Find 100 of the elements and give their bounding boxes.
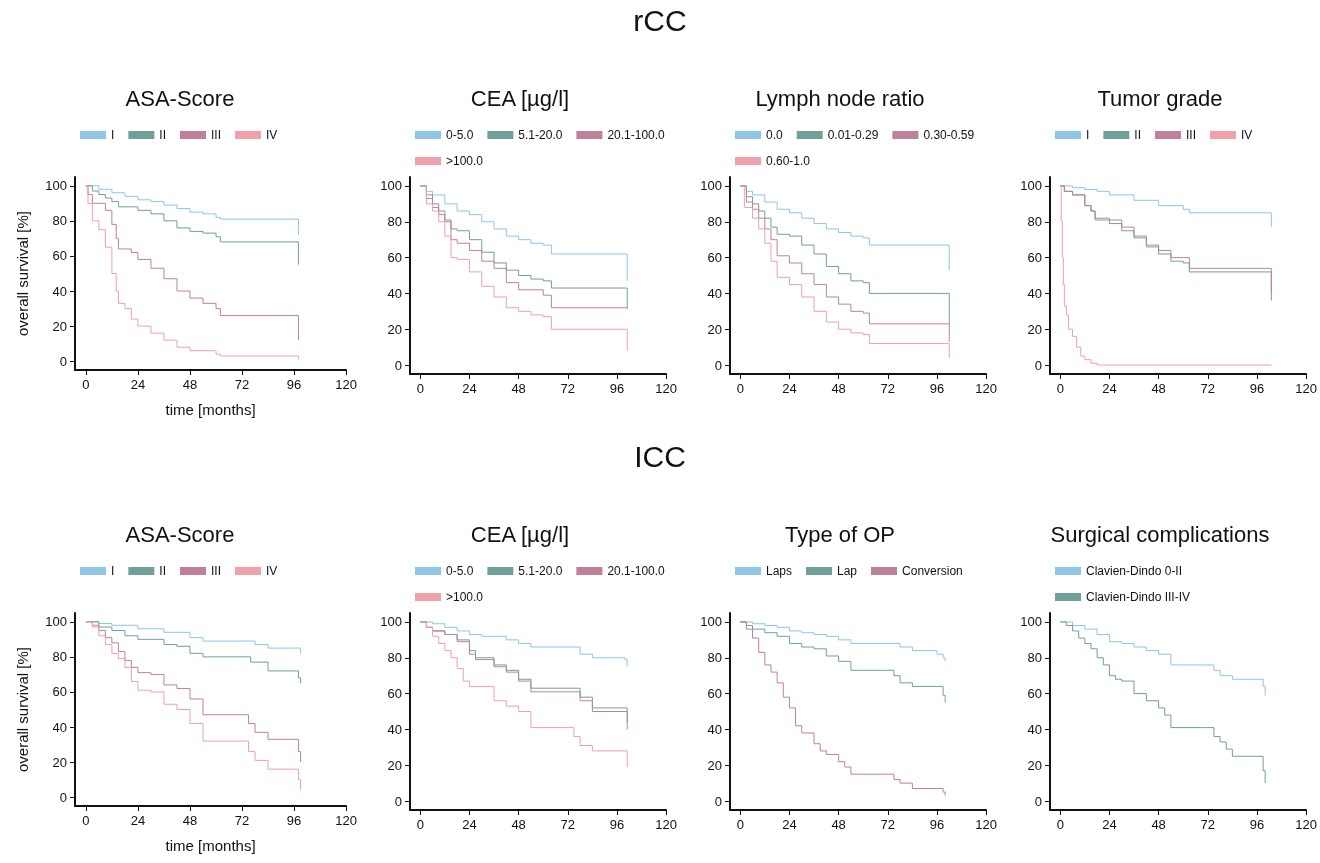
y-axis-title: overall survival [%]: [14, 646, 31, 773]
x-tick-label: 0: [416, 817, 424, 832]
y-tick-label: 80: [387, 214, 402, 230]
y-tick-label: 60: [52, 248, 67, 264]
y-tick-label: 40: [52, 719, 67, 735]
x-tick-label: 120: [335, 813, 358, 828]
x-tick-label: 48: [831, 817, 846, 832]
legend-label: Lap: [837, 564, 858, 578]
chart-title: Surgical complications: [1050, 521, 1270, 547]
y-tick-label: 0: [59, 353, 67, 369]
y-tick-label: 80: [52, 649, 67, 665]
x-tick-label: 72: [234, 377, 250, 392]
x-axis-title: time [months]: [165, 401, 256, 418]
y-tick-label: 100: [1020, 614, 1042, 630]
y-tick-label: 40: [387, 721, 402, 737]
x-tick-label: 48: [511, 381, 526, 396]
x-tick-label: 72: [1200, 817, 1216, 832]
x-axis-title: time [months]: [165, 837, 256, 854]
y-tick-label: 100: [700, 614, 722, 630]
text: ICC: [633, 440, 687, 474]
y-tick-label: 60: [387, 686, 402, 702]
x-tick-label: 0: [1056, 817, 1064, 832]
chart-title: CEA [µg/l]: [470, 85, 570, 111]
y-tick-label: 60: [1027, 686, 1042, 702]
legend-label: I: [111, 564, 115, 578]
x-tick-label: 96: [929, 381, 945, 396]
x-tick-label: 48: [182, 377, 198, 392]
legend-label: III: [211, 128, 222, 142]
y-tick-label: 60: [707, 686, 722, 702]
x-tick-label: 120: [655, 817, 678, 832]
legend-label: II: [159, 128, 167, 142]
y-tick-label: 100: [380, 614, 402, 630]
x-tick-label: 24: [1102, 381, 1117, 396]
legend-label: II: [1134, 128, 1142, 142]
y-tick-label: 0: [714, 357, 722, 373]
x-tick-label: 96: [286, 377, 302, 392]
x-tick-label: 120: [975, 381, 998, 396]
x-tick-label: 120: [975, 817, 998, 832]
y-tick-label: 20: [52, 754, 67, 770]
x-tick-label: 24: [1102, 817, 1117, 832]
x-tick-label: 48: [182, 813, 198, 828]
chart-title: Type of OP: [784, 521, 896, 547]
legend-label: III: [1186, 128, 1197, 142]
chart-title: ASA-Score: [125, 521, 235, 547]
y-tick-label: 0: [1034, 793, 1042, 809]
legend-label: 0.60-1.0: [766, 154, 811, 168]
y-tick-label: 40: [387, 285, 402, 301]
x-tick-label: 0: [82, 813, 90, 828]
x-tick-label: 120: [655, 381, 678, 396]
chart-title: ASA-Score: [125, 85, 235, 111]
x-tick-label: 72: [880, 817, 896, 832]
x-tick-label: 24: [462, 381, 477, 396]
x-tick-label: 24: [130, 377, 146, 392]
y-tick-label: 100: [1020, 178, 1042, 194]
y-tick-label: 0: [394, 793, 402, 809]
x-tick-label: 0: [736, 381, 744, 396]
y-tick-label: 100: [45, 178, 67, 194]
x-tick-label: 48: [1151, 381, 1166, 396]
x-tick-label: 72: [880, 381, 896, 396]
y-tick-label: 80: [707, 214, 722, 230]
x-tick-label: 24: [130, 813, 146, 828]
x-tick-label: 96: [286, 813, 302, 828]
legend-label: Laps: [766, 564, 793, 578]
legend-label: 5.1-20.0: [518, 564, 563, 578]
y-tick-label: 20: [52, 318, 67, 334]
x-tick-label: 72: [560, 381, 576, 396]
x-tick-label: 24: [782, 817, 797, 832]
y-tick-label: 100: [380, 178, 402, 194]
chart-title: Lymph node ratio: [755, 85, 925, 111]
legend-label: IV: [266, 564, 278, 578]
y-tick-label: 40: [1027, 721, 1042, 737]
x-tick-label: 48: [831, 381, 846, 396]
chart-title: CEA [µg/l]: [470, 521, 570, 547]
legend-label: 0.30-0.59: [923, 128, 975, 142]
legend-label: I: [1086, 128, 1090, 142]
y-tick-label: 0: [1034, 357, 1042, 373]
x-tick-label: 96: [609, 381, 625, 396]
x-tick-label: 96: [609, 817, 625, 832]
y-tick-label: 0: [59, 789, 67, 805]
y-tick-label: 80: [52, 213, 67, 229]
legend-label: 5.1-20.0: [518, 128, 563, 142]
y-tick-label: 60: [707, 250, 722, 266]
x-tick-label: 48: [1151, 817, 1166, 832]
x-tick-label: 72: [560, 817, 576, 832]
y-tick-label: 80: [1027, 650, 1042, 666]
legend-label: Clavien-Dindo 0-II: [1086, 564, 1183, 578]
legend-label: Clavien-Dindo III-IV: [1086, 590, 1191, 604]
y-axis-title: overall survival [%]: [14, 210, 31, 337]
legend-label: IV: [1241, 128, 1253, 142]
x-tick-label: 96: [1249, 817, 1265, 832]
x-tick-label: 72: [234, 813, 250, 828]
legend-label: I: [111, 128, 115, 142]
y-tick-label: 40: [52, 283, 67, 299]
y-tick-label: 20: [707, 321, 722, 337]
y-tick-label: 20: [387, 757, 402, 773]
legend-label: IV: [266, 128, 278, 142]
x-tick-label: 120: [1295, 381, 1318, 396]
x-tick-label: 48: [511, 817, 526, 832]
chart-title: Tumor grade: [1097, 85, 1223, 111]
x-tick-label: 24: [782, 381, 797, 396]
